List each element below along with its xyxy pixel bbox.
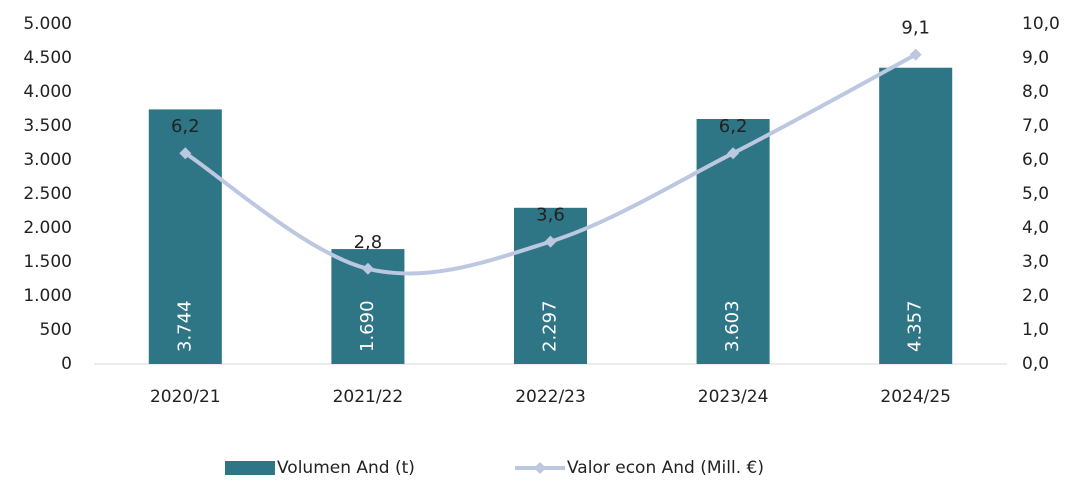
y2-tick-label: 5,0 bbox=[1022, 184, 1049, 204]
line-marker bbox=[727, 147, 740, 160]
x-tick-label: 2023/24 bbox=[698, 387, 769, 407]
bar-value-label: 4.357 bbox=[905, 300, 926, 352]
x-tick-label: 2022/23 bbox=[515, 387, 586, 407]
line-value-label: 2,8 bbox=[354, 232, 383, 253]
y-tick-label: 2.500 bbox=[23, 184, 72, 204]
line-value-label: 6,2 bbox=[719, 116, 748, 137]
y2-tick-label: 6,0 bbox=[1022, 150, 1049, 170]
line-marker bbox=[544, 235, 557, 248]
y2-tick-label: 9,0 bbox=[1022, 48, 1049, 68]
y2-tick-label: 4,0 bbox=[1022, 218, 1049, 238]
line-value-label: 6,2 bbox=[171, 116, 200, 137]
bar-value-label: 3.603 bbox=[722, 300, 743, 352]
y2-tick-label: 10,0 bbox=[1022, 14, 1060, 34]
y2-tick-label: 7,0 bbox=[1022, 116, 1049, 136]
bar-value-label: 1.690 bbox=[357, 300, 378, 352]
line-marker bbox=[909, 48, 922, 61]
y-tick-label: 0 bbox=[61, 354, 72, 374]
y2-tick-label: 8,0 bbox=[1022, 82, 1049, 102]
bar bbox=[879, 67, 953, 364]
legend-label: Volumen And (t) bbox=[277, 458, 415, 478]
y-tick-label: 500 bbox=[40, 320, 72, 340]
line-value-label: 9,1 bbox=[901, 18, 930, 39]
x-tick-label: 2020/21 bbox=[150, 387, 221, 407]
bar bbox=[696, 118, 770, 364]
y-tick-label: 3.000 bbox=[23, 150, 72, 170]
y-tick-label: 3.500 bbox=[23, 116, 72, 136]
y-tick-label: 4.000 bbox=[23, 82, 72, 102]
x-tick-label: 2024/25 bbox=[880, 387, 951, 407]
line-marker bbox=[361, 262, 374, 275]
bar-value-label: 3.744 bbox=[174, 300, 195, 352]
legend-marker bbox=[534, 462, 546, 474]
y-tick-label: 1.000 bbox=[23, 286, 72, 306]
y-tick-label: 1.500 bbox=[23, 252, 72, 272]
legend-label: Valor econ And (Mill. €) bbox=[567, 458, 764, 478]
y2-tick-label: 1,0 bbox=[1022, 320, 1049, 340]
y2-tick-label: 3,0 bbox=[1022, 252, 1049, 272]
legend-swatch bbox=[225, 461, 275, 475]
line-marker bbox=[179, 147, 192, 160]
y-tick-label: 4.500 bbox=[23, 48, 72, 68]
x-tick-label: 2021/22 bbox=[333, 387, 404, 407]
y2-tick-label: 2,0 bbox=[1022, 286, 1049, 306]
y-tick-label: 5.000 bbox=[23, 14, 72, 34]
line-value-label: 3,6 bbox=[536, 205, 565, 226]
y-tick-label: 2.000 bbox=[23, 218, 72, 238]
y2-tick-label: 0,0 bbox=[1022, 354, 1049, 374]
bar-value-label: 2.297 bbox=[540, 300, 561, 352]
